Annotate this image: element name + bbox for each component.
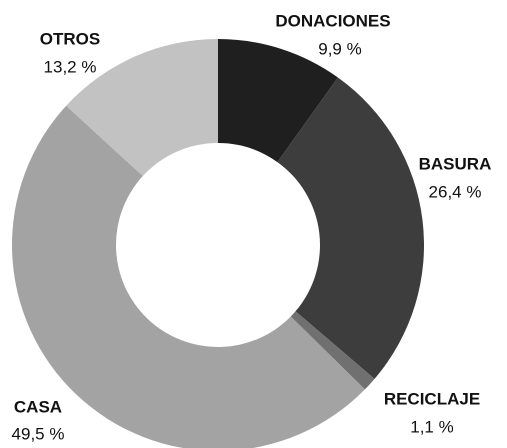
slice-label: BASURA bbox=[419, 154, 492, 173]
donut-slice bbox=[290, 311, 375, 390]
slice-label: RECICLAJE bbox=[384, 389, 480, 408]
slice-value-label: 1,1 % bbox=[410, 417, 453, 436]
donut-slice bbox=[66, 39, 218, 177]
donut-slice bbox=[12, 105, 365, 448]
slice-value-label: 13,2 % bbox=[44, 57, 97, 76]
slice-value-label: 9,9 % bbox=[318, 39, 361, 58]
donut-slice bbox=[218, 39, 338, 163]
slice-value-label: 49,5 % bbox=[12, 424, 65, 443]
slice-label: OTROS bbox=[40, 29, 100, 48]
slice-label: DONACIONES bbox=[275, 11, 390, 30]
slice-label: CASA bbox=[14, 397, 62, 416]
slice-value-label: 26,4 % bbox=[429, 182, 482, 201]
donut-slice bbox=[277, 77, 424, 379]
